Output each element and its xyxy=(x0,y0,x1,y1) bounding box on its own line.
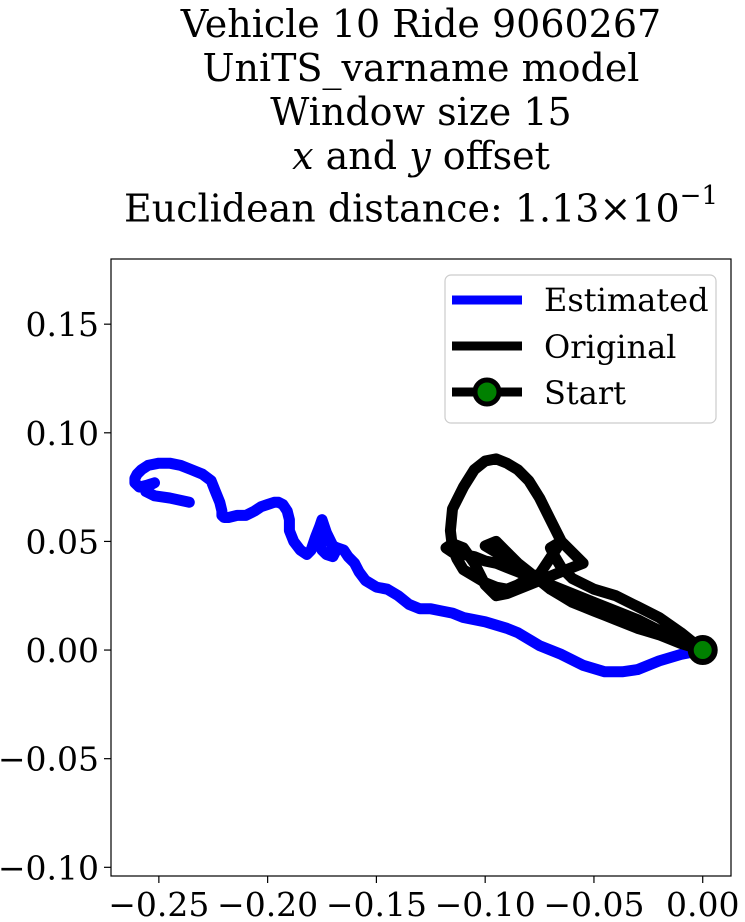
chart-title-line-5: Euclidean distance: 1.13×10−1 xyxy=(124,178,718,231)
title-distance-prefix: Euclidean distance: xyxy=(124,186,515,231)
y-tick-label: 0.15 xyxy=(26,305,99,344)
title-offset-text: offset xyxy=(430,134,550,178)
title-distance-exponent: −1 xyxy=(679,181,718,211)
x-tick-label: −0.05 xyxy=(543,885,644,922)
chart-title-line-2: UniTS_varname model xyxy=(202,46,640,90)
y-tick-label: 0.00 xyxy=(26,631,99,670)
x-tick-label: 0.00 xyxy=(666,885,739,922)
title-distance-mantissa: 1.13 xyxy=(514,186,600,231)
y-tick-label: 0.10 xyxy=(26,414,99,453)
legend-box xyxy=(444,274,717,424)
x-tick-label: −0.15 xyxy=(326,885,427,922)
plot-lines-group xyxy=(129,453,718,678)
chart-title-line-1: Vehicle 10 Ride 9060267 xyxy=(180,2,662,46)
series-line-estimated xyxy=(129,457,709,678)
x-tick-label: −0.25 xyxy=(108,885,209,922)
series-line-original xyxy=(440,453,709,656)
chart-title-line-3: Window size 15 xyxy=(270,90,572,134)
y-tick-label: 0.05 xyxy=(26,522,99,561)
legend: Estimated Original Start xyxy=(444,274,717,424)
legend-estimated-label: Estimated xyxy=(544,281,709,319)
x-tick-label: −0.20 xyxy=(217,885,318,922)
title-y-symbol: y xyxy=(409,134,431,178)
y-axis-ticks: 0.15 0.10 0.05 0.00 −0.05 −0.10 xyxy=(0,305,111,887)
y-tick-label: −0.05 xyxy=(0,740,99,779)
x-axis-ticks: −0.25 −0.20 −0.15 −0.10 −0.05 0.00 xyxy=(108,876,739,922)
title-distance-base: 10 xyxy=(631,186,680,231)
axes-frame xyxy=(110,258,732,877)
title-and-text: and xyxy=(313,134,410,178)
legend-start-marker xyxy=(472,377,502,407)
start-marker xyxy=(687,635,718,666)
x-tick-label: −0.10 xyxy=(435,885,536,922)
legend-start-label: Start xyxy=(544,374,626,412)
y-tick-label: −0.10 xyxy=(0,848,99,887)
title-distance-times: × xyxy=(599,186,632,231)
legend-original-label: Original xyxy=(544,328,676,366)
chart-title-line-4: x and y offset xyxy=(292,134,550,178)
title-x-symbol: x xyxy=(292,134,314,178)
